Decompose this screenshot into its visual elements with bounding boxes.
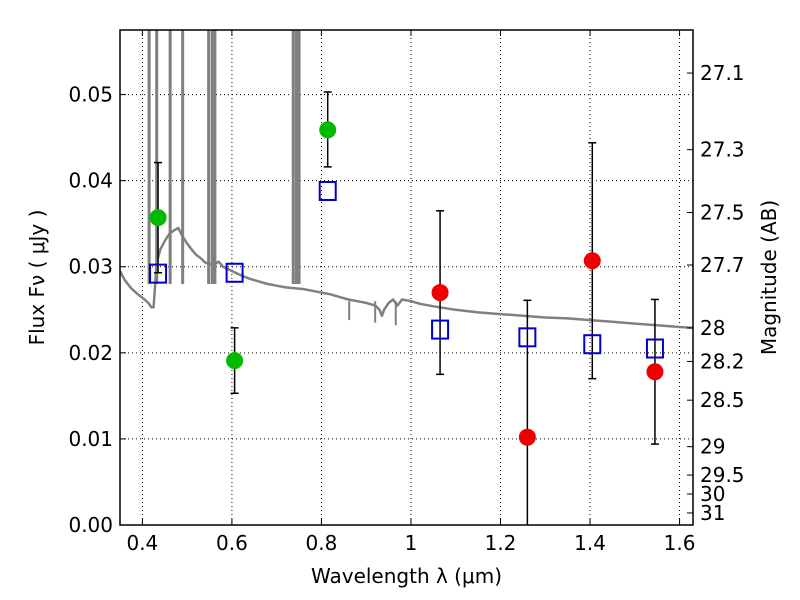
data-point-square <box>149 263 168 284</box>
data-point-circle <box>646 363 664 381</box>
y-tick-label: 0.00 <box>68 513 113 537</box>
right-tick-label: 28.2 <box>700 349 745 373</box>
x-axis-label: Wavelength λ (μm) <box>311 564 502 588</box>
x-tick-label: 1 <box>405 531 418 555</box>
model-spectrum-line <box>118 226 694 330</box>
data-point-circle <box>319 121 337 139</box>
y-tick-label: 0.02 <box>68 341 113 365</box>
y-axis-label-left: Flux Fν ( μJy ) <box>25 210 49 346</box>
right-tick-label: 27.7 <box>700 253 745 277</box>
right-tick-label: 30 <box>700 482 725 506</box>
y-tick-label: 0.05 <box>68 83 113 107</box>
tick-layer: 0.4 0.6 0.8 1 1.2 1.4 1.6 0.00 0.01 0.02 0.03 0.04 0… <box>68 30 745 555</box>
data-point-circle <box>583 252 601 270</box>
marker-layer <box>149 121 664 446</box>
data-point-circle <box>431 284 449 302</box>
data-point-square <box>518 327 537 348</box>
right-tick-label: 27.1 <box>700 61 745 85</box>
grid-layer <box>120 30 693 526</box>
x-tick-label: 0.6 <box>216 531 248 555</box>
y-tick-label: 0.01 <box>68 427 113 451</box>
data-point-circle <box>149 209 167 227</box>
y-tick-label: 0.03 <box>68 255 113 279</box>
data-point-circle <box>518 428 536 446</box>
y-tick-label: 0.04 <box>68 169 113 193</box>
model-spectrum-layer <box>118 30 694 330</box>
x-tick-label: 1.6 <box>664 531 696 555</box>
data-point-square <box>431 319 450 340</box>
data-point-square <box>225 262 244 283</box>
right-tick-label: 28 <box>700 316 725 340</box>
data-point-square <box>318 180 337 201</box>
right-tick-label: 27.3 <box>700 138 745 162</box>
right-tick-label: 27.5 <box>700 201 745 225</box>
data-point-square <box>645 338 664 359</box>
right-tick-label: 31 <box>700 501 725 525</box>
x-tick-label: 1.4 <box>574 531 606 555</box>
data-point-square <box>583 334 602 355</box>
errorbar-layer <box>154 91 659 525</box>
right-tick-label: 29 <box>700 435 725 459</box>
x-tick-label: 0.8 <box>306 531 338 555</box>
y-axis-label-right: Magnitude (AB) <box>757 200 781 355</box>
plot-frame <box>119 29 694 526</box>
x-tick-label: 0.4 <box>126 531 158 555</box>
right-tick-label: 28.5 <box>700 388 745 412</box>
right-tick-label: 29.5 <box>700 463 745 487</box>
data-point-circle <box>226 352 244 370</box>
x-tick-label: 1.2 <box>485 531 517 555</box>
